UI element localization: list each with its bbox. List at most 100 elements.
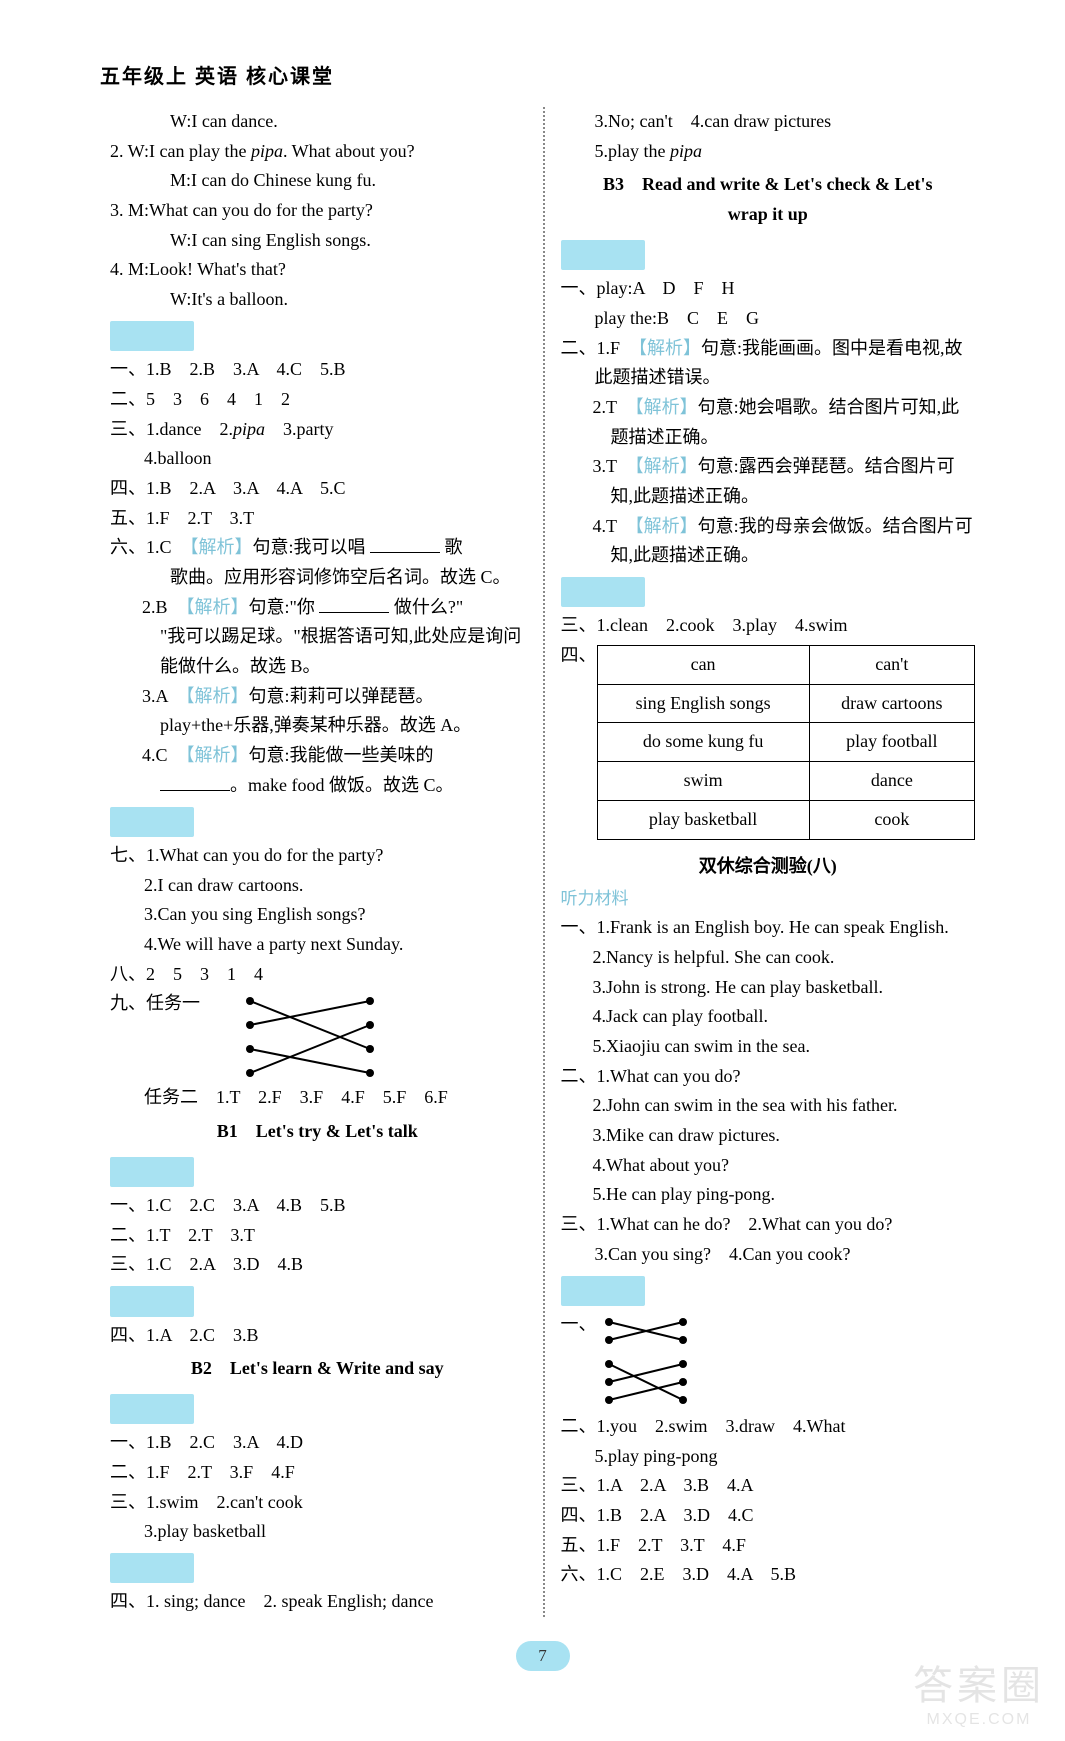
section-tag: 基础运用 <box>561 1276 645 1306</box>
section-tag: 听力材料 <box>561 885 976 913</box>
section-tag: 基础运用 <box>110 1394 194 1424</box>
answer-line: 三、1.swim 2.can't cook <box>110 1488 525 1518</box>
table-header: can't <box>809 646 974 685</box>
columns: W:I can dance. 2. W:I can play the pipa.… <box>100 107 985 1617</box>
answer-line: play the:B C E G <box>561 304 976 334</box>
answer-line: 一、1.B 2.C 3.A 4.D <box>110 1428 525 1458</box>
answer-table: cancan't sing English songsdraw cartoons… <box>597 645 976 839</box>
right-column: 3.No; can't 4.can draw pictures 5.play t… <box>543 107 986 1617</box>
answer-line: 一、1.C 2.C 3.A 4.B 5.B <box>110 1191 525 1221</box>
page-number: 7 <box>516 1641 570 1671</box>
answer-line: 三、1.C 2.A 3.D 4.B <box>110 1250 525 1280</box>
watermark-text: 答案圈 <box>913 1664 1045 1708</box>
answer-line: 5.play the pipa <box>561 137 976 167</box>
answer-explain: 2.B 【解析】句意:"你 做什么?" <box>110 593 525 623</box>
task-match: 一、 <box>561 1310 976 1412</box>
watermark-url: MXQE.COM <box>913 1711 1045 1729</box>
answer-line: 二、1.What can you do? <box>561 1062 976 1092</box>
answer-line: 四、1. sing; dance 2. speak English; dance <box>110 1587 525 1617</box>
answer-line: 二、1.you 2.swim 3.draw 4.What <box>561 1412 976 1442</box>
answer-line: 一、play:A D F H <box>561 274 976 304</box>
section-tag: 基础运用 <box>110 321 194 351</box>
answer-line: 三、1.clean 2.cook 3.play 4.swim <box>561 611 976 641</box>
match-diagram-icon <box>603 1316 693 1406</box>
answer-explain: "我可以踢足球。"根据答语可知,此处应是询问能做什么。故选 B。 <box>110 622 525 681</box>
answer-line: 3.John is strong. He can play basketball… <box>561 973 976 1003</box>
table-row: do some kung fuplay football <box>597 723 975 762</box>
task-match: 九、任务一 <box>110 989 525 1083</box>
answer-line: 四、1.B 2.A 3.D 4.C <box>561 1501 976 1531</box>
answer-line: 五、1.F 2.T 3.T <box>110 504 525 534</box>
section-tag: 基础运用 <box>110 1157 194 1187</box>
table-header: can <box>597 646 809 685</box>
dialog-line: W:I can dance. <box>110 107 525 137</box>
answer-explain: 4.C 【解析】句意:我能做一些美味的 <box>110 741 525 771</box>
answer-line: 2.John can swim in the sea with his fath… <box>561 1091 976 1121</box>
dialog-line: 3. M:What can you do for the party? <box>110 196 525 226</box>
answer-line: 七、1.What can you do for the party? <box>110 841 525 871</box>
answer-line: 三、1.What can he do? 2.What can you do? <box>561 1210 976 1240</box>
dialog-line: W:It's a balloon. <box>110 285 525 315</box>
answer-line: 4.What about you? <box>561 1151 976 1181</box>
match-diagram-icon <box>240 995 390 1077</box>
answer-explain: 4.T 【解析】句意:我的母亲会做饭。结合图片可知,此题描述正确。 <box>561 512 976 571</box>
answer-line: 4.We will have a party next Sunday. <box>110 930 525 960</box>
answer-line: 3.play basketball <box>110 1517 525 1547</box>
page: 五年级上 英语 核心课堂 W:I can dance. 2. W:I can p… <box>0 0 1065 1741</box>
answer-line: 三、1.A 2.A 3.B 4.A <box>561 1471 976 1501</box>
answer-explain: 。make food 做饭。故选 C。 <box>110 771 525 801</box>
table-label: 四、 <box>561 641 597 671</box>
answer-line: 二、1.F 2.T 3.F 4.F <box>110 1458 525 1488</box>
answer-line: 3.Mike can draw pictures. <box>561 1121 976 1151</box>
table-block: 四、 cancan't sing English songsdraw carto… <box>561 641 976 847</box>
answer-line: 3.Can you sing English songs? <box>110 900 525 930</box>
answer-explain: 二、1.F 【解析】句意:我能画画。图中是看电视,故此题描述错误。 <box>561 334 976 393</box>
answer-line: 八、2 5 3 1 4 <box>110 960 525 990</box>
answer-line: 一、1.Frank is an English boy. He can spea… <box>561 913 976 943</box>
table-row: swimdance <box>597 762 975 801</box>
section-title: B2 Let's learn & Write and say <box>110 1354 525 1384</box>
answer-line: 五、1.F 2.T 3.T 4.F <box>561 1531 976 1561</box>
dialog-line: W:I can sing English songs. <box>110 226 525 256</box>
answer-line: 5.Xiaojiu can swim in the sea. <box>561 1032 976 1062</box>
watermark: 答案圈 MXQE.COM <box>913 1653 1045 1729</box>
section-tag: 理解提升 <box>110 1286 194 1316</box>
answer-line: 二、1.T 2.T 3.T <box>110 1221 525 1251</box>
table-row: sing English songsdraw cartoons <box>597 684 975 723</box>
answer-line: 5.He can play ping-pong. <box>561 1180 976 1210</box>
answer-explain: 歌曲。应用形容词修饰空后名词。故选 C。 <box>110 563 525 593</box>
left-column: W:I can dance. 2. W:I can play the pipa.… <box>100 107 543 1617</box>
answer-line: 三、1.dance 2.pipa 3.party <box>110 415 525 445</box>
answer-line: 任务二 1.T 2.F 3.F 4.F 5.F 6.F <box>110 1083 525 1113</box>
task-label: 一、 <box>561 1310 597 1340</box>
answer-line: 二、5 3 6 4 1 2 <box>110 385 525 415</box>
answer-explain: 3.A 【解析】句意:莉莉可以弹琵琶。play+the+乐器,弹奏某种乐器。故选… <box>110 682 525 741</box>
section-tag: 基础运用 <box>561 240 645 270</box>
answer-explain: 3.T 【解析】句意:露西会弹琵琶。结合图片可知,此题描述正确。 <box>561 452 976 511</box>
answer-explain: 六、1.C 【解析】句意:我可以唱 歌 <box>110 533 525 563</box>
answer-explain: 2.T 【解析】句意:她会唱歌。结合图片可知,此题描述正确。 <box>561 393 976 452</box>
section-title: 双休综合测验(八) <box>561 852 976 882</box>
section-title: B3 Read and write & Let's check & Let's … <box>561 170 976 229</box>
answer-line: 5.play ping-pong <box>561 1442 976 1472</box>
answer-line: 一、1.B 2.B 3.A 4.C 5.B <box>110 355 525 385</box>
section-tag: 理解提升 <box>561 577 645 607</box>
table-row: play basketballcook <box>597 800 975 839</box>
answer-line: 3.Can you sing? 4.Can you cook? <box>561 1240 976 1270</box>
column-divider <box>543 107 545 1617</box>
page-header: 五年级上 英语 核心课堂 <box>100 60 985 89</box>
answer-line: 四、1.B 2.A 3.A 4.A 5.C <box>110 474 525 504</box>
answer-line: 4.balloon <box>110 444 525 474</box>
dialog-line: M:I can do Chinese kung fu. <box>110 166 525 196</box>
answer-line: 2.I can draw cartoons. <box>110 871 525 901</box>
section-tag: 思维提升 <box>110 1553 194 1583</box>
section-title: B1 Let's try & Let's talk <box>110 1117 525 1147</box>
dialog-line: 2. W:I can play the pipa. What about you… <box>110 137 525 167</box>
answer-line: 2.Nancy is helpful. She can cook. <box>561 943 976 973</box>
task-label: 九、任务一 <box>110 989 200 1019</box>
answer-line: 四、1.A 2.C 3.B <box>110 1321 525 1351</box>
dialog-line: 4. M:Look! What's that? <box>110 255 525 285</box>
answer-line: 3.No; can't 4.can draw pictures <box>561 107 976 137</box>
section-tag: 理解提升 <box>110 807 194 837</box>
answer-line: 4.Jack can play football. <box>561 1002 976 1032</box>
